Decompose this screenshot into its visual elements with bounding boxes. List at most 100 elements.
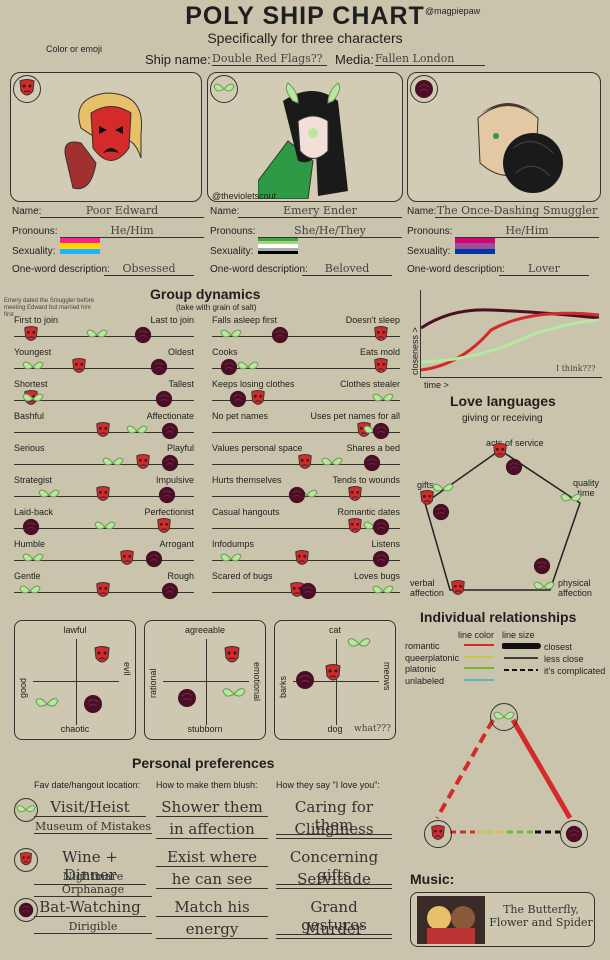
slider-right-label: Listens xyxy=(371,539,400,549)
relationships-types: romantic queerplatonic platonic unlabele… xyxy=(405,641,459,687)
char-2-name: The Once-Dashing Smuggler xyxy=(435,204,599,218)
relationship-size-legend xyxy=(502,643,541,671)
slider-left-label: Values personal space xyxy=(212,443,303,453)
grid-marker-moth-icon xyxy=(347,634,371,659)
author-handle: @magpiepaw xyxy=(425,6,481,16)
pref-d1: Caring for them xyxy=(276,798,392,835)
slider-marker-rose-icon xyxy=(161,582,179,605)
portrait-card-emery: @thevioletscout xyxy=(207,72,403,202)
slider-track xyxy=(14,464,194,465)
slider-track xyxy=(212,432,400,433)
char-2-pronouns: He/Him xyxy=(455,224,599,238)
slider-right-label: Playful xyxy=(166,443,194,453)
slider-marker-rose-icon xyxy=(134,326,152,349)
slider-marker-rose-icon xyxy=(22,518,40,541)
grid-note: what??? xyxy=(354,724,391,734)
slider-right-label: Eats mold xyxy=(359,347,400,357)
alignment-grid-1 xyxy=(144,620,266,740)
slider-marker-moth-icon xyxy=(22,390,44,413)
char-0-pride-flag xyxy=(60,238,100,254)
closeness-xlabel: time > xyxy=(424,380,449,390)
slider-marker-mask-icon xyxy=(249,390,267,413)
slider-marker-mask-icon xyxy=(70,358,88,381)
char-1-name: Emery Ender xyxy=(238,204,402,218)
slider-left-label: Strategist xyxy=(14,475,53,485)
slider-marker-rose-icon xyxy=(161,422,179,445)
color-hint: Color or emoji xyxy=(46,44,103,54)
slider-right-label: Romantic dates xyxy=(337,507,400,517)
slider-marker-mask-icon xyxy=(296,454,314,477)
love-moth-quality-icon xyxy=(560,490,582,513)
slider-marker-moth-icon xyxy=(321,454,343,477)
slider-right-label: Impulsive xyxy=(155,475,194,485)
media-label: Media: xyxy=(335,52,375,67)
slider-marker-rose-icon xyxy=(372,550,390,573)
slider-marker-rose-icon xyxy=(220,358,238,381)
relationships-line-color: line color xyxy=(458,630,495,640)
music-card[interactable]: The Butterfly, Flower and Spider xyxy=(410,892,595,947)
slider-right-label: Loves bugs xyxy=(353,571,400,581)
slider-left-label: Infodumps xyxy=(212,539,255,549)
char-2-word: Lover xyxy=(499,262,589,276)
slider-marker-moth-icon xyxy=(102,454,124,477)
pref-a: Visit/Heist xyxy=(34,798,146,817)
slider-marker-rose-icon xyxy=(155,390,173,413)
group-dynamics-title: Group dynamics xyxy=(150,286,261,302)
slider-marker-moth-icon xyxy=(126,422,148,445)
closeness-ylabel: closeness > xyxy=(410,327,420,375)
size-complicated: it's complicated xyxy=(544,666,606,676)
relationship-color-legend xyxy=(464,644,494,681)
pref-c2: energy xyxy=(156,920,268,939)
page-subtitle: Specifically for three characters xyxy=(207,30,403,46)
moth-icon xyxy=(213,83,235,92)
grid-label-right: emotional xyxy=(252,662,262,702)
pref-c2: he can see xyxy=(156,870,268,889)
slider-marker-mask-icon xyxy=(346,518,364,541)
love-physical: physical affection xyxy=(558,578,592,598)
grid-marker-moth-icon xyxy=(222,684,246,709)
music-song: The Butterfly, Flower and Spider xyxy=(489,903,593,929)
slider-right-label: Affectionate xyxy=(146,411,194,421)
slider-left-label: Keeps losing clothes xyxy=(212,379,295,389)
slider-left-label: First to join xyxy=(14,315,59,325)
artist-credit: @thevioletscout xyxy=(212,191,277,201)
slider-marker-mask-icon xyxy=(94,582,112,605)
slider-marker-rose-icon xyxy=(372,422,390,445)
slider-marker-rose-icon xyxy=(372,518,390,541)
slider-marker-rose-icon xyxy=(363,454,381,477)
love-languages-subtitle: giving or receiving xyxy=(462,413,543,424)
triangle-node-moth xyxy=(490,703,518,731)
rose-icon xyxy=(415,80,433,98)
slider-left-label: Laid-back xyxy=(14,507,54,517)
rel-type-unlabeled: unlabeled xyxy=(405,675,445,686)
slider-left-label: Serious xyxy=(14,443,45,453)
size-less-close: less close xyxy=(544,654,584,664)
slider-marker-moth-icon xyxy=(372,390,394,413)
love-quality: quality time xyxy=(572,478,599,498)
slider-marker-mask-icon xyxy=(293,550,311,573)
slider-track xyxy=(14,528,194,529)
pref-d2: Servitude xyxy=(276,870,392,889)
slider-right-label: Uses pet names for all xyxy=(310,411,400,421)
pref-d1: Concerning gifts xyxy=(276,848,392,885)
pref-symbol-rose xyxy=(14,898,38,922)
relationship-size-labels: closest less close it's complicated xyxy=(544,641,605,677)
slider-marker-mask-icon xyxy=(94,422,112,445)
slider-track xyxy=(14,400,194,401)
pref-c1: Shower them xyxy=(156,798,268,817)
slider-marker-moth-icon xyxy=(22,358,44,381)
slider-track xyxy=(212,528,400,529)
slider-right-label: Oldest xyxy=(167,347,194,357)
slider-left-label: Hurts themselves xyxy=(212,475,282,485)
slider-marker-moth-icon xyxy=(220,550,242,573)
field-label-sexuality: Sexuality: xyxy=(12,246,56,257)
pref-b: Dirigible xyxy=(34,920,152,934)
prefs-col2: How to make them blush: xyxy=(156,780,258,790)
pref-d2: Murder xyxy=(276,920,392,939)
field-label-sexuality: Sexuality: xyxy=(210,246,254,257)
edward-portrait xyxy=(64,92,143,190)
field-label-name: Name: xyxy=(407,206,437,217)
grid-label-bottom: chaotic xyxy=(60,724,90,734)
size-closest: closest xyxy=(544,642,573,652)
page-title: POLY SHIP CHART xyxy=(185,2,425,30)
